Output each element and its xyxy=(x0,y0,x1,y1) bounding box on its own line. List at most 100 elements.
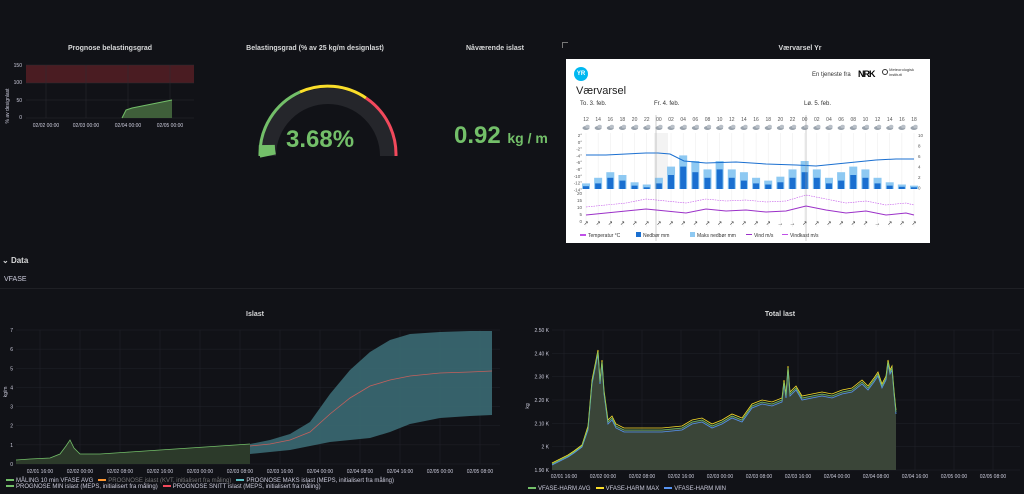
cloud-icon xyxy=(874,124,882,130)
xtick: 02/04 00:00 xyxy=(115,123,142,129)
legend-item[interactable]: MÅLING 10 min VFASE AVG xyxy=(6,478,93,484)
xtick: 02/04 00:00 xyxy=(307,469,334,475)
gauge-fill xyxy=(258,144,276,158)
yr-hour: 00 xyxy=(802,117,808,123)
legend-swatch xyxy=(236,479,245,482)
yr-hour: 12 xyxy=(729,117,735,123)
yr-precip-axis: 10 8 6 4 2 0 xyxy=(918,133,924,191)
cloud-icon xyxy=(643,124,651,130)
yr-hour: 08 xyxy=(850,117,856,123)
yr-precip-bar xyxy=(862,177,869,189)
xtick: 02/01 16:00 xyxy=(551,474,578,480)
chevron-down-icon[interactable]: ⌄ xyxy=(2,256,9,265)
prognose-danger-band xyxy=(26,65,194,83)
legend-swatch xyxy=(6,479,14,482)
islast-legend-row-2: PROGNOSE MIN islast (MEPS, initialisert … xyxy=(6,484,506,490)
legend-swatch xyxy=(595,487,604,490)
cloud-icon xyxy=(691,124,700,130)
yr-precip-bar xyxy=(680,166,687,189)
cloud-icon xyxy=(813,124,821,130)
yr-hour: 16 xyxy=(753,117,759,123)
yr-precip-bar xyxy=(777,182,784,189)
panel-resize-icon[interactable] xyxy=(562,42,568,48)
cloud-icon xyxy=(886,124,894,130)
yr-wind-tick: 0 xyxy=(579,219,582,224)
yr-temp-tick: -14° xyxy=(574,187,583,192)
cloud-icon xyxy=(582,124,590,130)
yr-precip-bars xyxy=(582,155,918,189)
ytick: 2.10 K xyxy=(535,421,550,427)
totallast-yticks: 2.50 K 2.40 K 2.30 K 2.20 K 2.10 K 2 K 1.90 K xyxy=(535,328,550,474)
ytick: 150 xyxy=(14,63,23,69)
legend-item[interactable]: PROGNOSE islast (KVT, initialisert fra m… xyxy=(98,478,231,484)
yr-weather-card[interactable]: YR En tjeneste fra NRK Meteorologisk ins… xyxy=(566,59,930,243)
yr-weather-icons xyxy=(582,124,918,130)
yr-precip-tick: 6 xyxy=(918,154,921,159)
wind-arrow-icon: ↗ xyxy=(705,221,710,227)
yr-precip-bar xyxy=(825,183,832,189)
yr-hour: 14 xyxy=(595,117,601,123)
islast-snitt-line xyxy=(249,370,493,447)
legend-item[interactable]: VFASE-HARM MAX xyxy=(595,486,659,492)
xtick: 02/05 08:00 xyxy=(467,469,494,475)
wind-arrow-icon: ↗ xyxy=(656,221,661,227)
cloud-icon xyxy=(898,124,906,130)
wind-arrow-icon: ↗ xyxy=(851,221,856,227)
xtick: 02/03 16:00 xyxy=(267,469,294,475)
yr-wind-tick: 20 xyxy=(577,191,583,196)
yr-service-text: En tjeneste fra xyxy=(812,72,851,78)
vaervarsel-panel-title[interactable]: Værvarsel Yr xyxy=(778,45,822,52)
wind-arrow-icon: ↗ xyxy=(887,221,892,227)
totallast-panel-title[interactable]: Total last xyxy=(764,311,796,318)
cloud-icon xyxy=(679,124,687,130)
cloud-icon xyxy=(776,124,785,130)
yr-maxprecip-bar xyxy=(873,177,882,189)
legend-wind: Vind m/s xyxy=(754,233,774,239)
islast-measurement-line xyxy=(15,439,251,461)
totallast-chart: kg 2.50 K 2.40 K 2.30 K 2.20 K 2.10 K 2 K 1.90… xyxy=(525,328,1020,480)
yr-maxprecip-bar xyxy=(897,184,906,189)
legend-label: PROGNOSE islast (KVT, initialisert fra m… xyxy=(108,478,232,484)
xtick: 02/01 16:00 xyxy=(27,469,54,475)
yr-hour: 10 xyxy=(717,117,723,123)
legend-label: PROGNOSE MAKS islast (MEPS, initialisert… xyxy=(246,478,395,484)
yr-hour: 18 xyxy=(911,117,917,123)
ytick: 1.90 K xyxy=(535,468,550,474)
legend-item[interactable]: PROGNOSE SNITT islast (MEPS, initialiser… xyxy=(162,484,321,490)
yr-hour: 20 xyxy=(632,117,638,123)
naavaerende-panel-title[interactable]: Nåværende islast xyxy=(466,45,524,52)
prognose-panel-title[interactable]: Prognose belastingsgrad xyxy=(67,45,153,52)
row-header-data[interactable]: ⌄ Data xyxy=(2,256,28,265)
yr-precip-bar xyxy=(838,180,845,189)
islast-panel-title[interactable]: Islast xyxy=(246,311,264,318)
ytick: 100 xyxy=(14,80,23,86)
yr-precip-bar xyxy=(886,185,893,189)
belastning-panel-title[interactable]: Belastingsgrad (% av 25 kg/m designlast) xyxy=(246,45,384,52)
yr-temp-tick: -8° xyxy=(576,167,582,172)
legend-item[interactable]: VFASE-HARM MIN xyxy=(664,486,726,492)
islast-xticks: 02/01 16:00 02/02 00:00 02/02 08:00 02/02 1… xyxy=(27,469,494,475)
yr-precip-bar xyxy=(619,180,626,189)
legend-item[interactable]: PROGNOSE MAKS islast (MEPS, initialisert… xyxy=(236,478,394,484)
ytick: 5 xyxy=(10,366,13,372)
legend-item[interactable]: PROGNOSE MIN islast (MEPS, initialisert … xyxy=(6,484,158,490)
prognose-ylabel: % av designlast xyxy=(5,88,11,124)
legend-swatch xyxy=(98,479,107,482)
yr-precip-tick: 2 xyxy=(918,175,921,180)
legend-maxprecip: Maks nedbør mm xyxy=(697,233,736,239)
legend-item[interactable]: VFASE-HARM AVG xyxy=(528,486,591,492)
yr-precip-bar xyxy=(911,187,917,189)
yr-precip-bar xyxy=(655,183,662,189)
cloud-icon xyxy=(764,124,772,130)
islast-legend-row-1: MÅLING 10 min VFASE AVG PROGNOSE islast … xyxy=(6,478,506,484)
yr-logo: YR xyxy=(574,67,588,81)
yr-maxprecip-bar xyxy=(752,177,761,189)
totallast-xticks: 02/01 16:00 02/02 00:00 02/02 08:00 02/02 1… xyxy=(551,474,1007,480)
yr-wind-arrows: ↗ ↗ ↗ ↗ ↗ ↗ ↗ ↗ ↗ ↗ ↗ ↗ ↗ ↗ ↗ ↗ → → ↗ ↗ ↗ ↗ ↗ ↗ → ↗ ↗ ↗ xyxy=(583,221,916,227)
wind-arrow-icon: ↗ xyxy=(729,221,734,227)
legend-label: MÅLING 10 min VFASE AVG xyxy=(16,478,94,484)
cloud-icon xyxy=(594,124,602,130)
yr-hour: 22 xyxy=(644,117,650,123)
yr-precip-bar xyxy=(704,177,711,189)
